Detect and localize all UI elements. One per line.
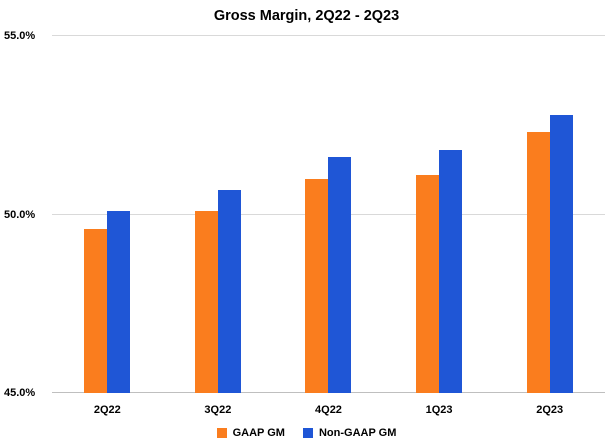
legend-swatch-icon — [216, 428, 227, 438]
bar-non-gaap-gm-2q22 — [107, 210, 131, 393]
x-tick-label-2q22: 2Q22 — [93, 404, 121, 416]
x-tick-label-1q23: 1Q23 — [425, 404, 453, 416]
plot-area — [52, 35, 605, 393]
bar-gaap-gm-2q22 — [84, 228, 108, 393]
legend-item-non-gaap-gm: Non-GAAP GM — [302, 427, 397, 439]
x-axis-labels: 2Q22 3Q22 4Q22 1Q23 2Q23 — [52, 404, 605, 416]
bar-group-4q22 — [273, 36, 384, 393]
y-tick-label: 45.0% — [4, 387, 36, 399]
bar-gaap-gm-1q23 — [416, 175, 440, 393]
bar-group-3q22 — [163, 36, 274, 393]
bar-group-2q22 — [52, 36, 163, 393]
bar-gaap-gm-3q22 — [194, 210, 218, 393]
x-tick-label-3q22: 3Q22 — [204, 404, 232, 416]
bar-non-gaap-gm-1q23 — [439, 150, 463, 393]
bar-non-gaap-gm-2q23 — [549, 114, 573, 393]
legend-label: GAAP GM — [232, 427, 285, 439]
x-tick-label-2q23: 2Q23 — [536, 404, 564, 416]
bar-gaap-gm-2q23 — [526, 132, 550, 393]
y-tick-label: 55.0% — [4, 30, 36, 42]
bar-group-2q23 — [494, 36, 605, 393]
chart-title: Gross Margin, 2Q22 - 2Q23 — [213, 8, 400, 24]
gridline — [52, 35, 605, 36]
bar-group-1q23 — [384, 36, 495, 393]
legend: GAAP GM Non-GAAP GM — [0, 427, 613, 439]
x-tick-label-4q22: 4Q22 — [315, 404, 342, 416]
bar-non-gaap-gm-4q22 — [328, 157, 352, 393]
bar-non-gaap-gm-3q22 — [217, 189, 241, 393]
bar-gaap-gm-4q22 — [305, 178, 329, 393]
bar-series-container — [52, 36, 605, 393]
legend-swatch-icon — [302, 428, 313, 438]
legend-item-gaap-gm: GAAP GM — [216, 427, 285, 439]
legend-label: Non-GAAP GM — [318, 427, 397, 439]
y-tick-label: 50.0% — [4, 208, 36, 221]
